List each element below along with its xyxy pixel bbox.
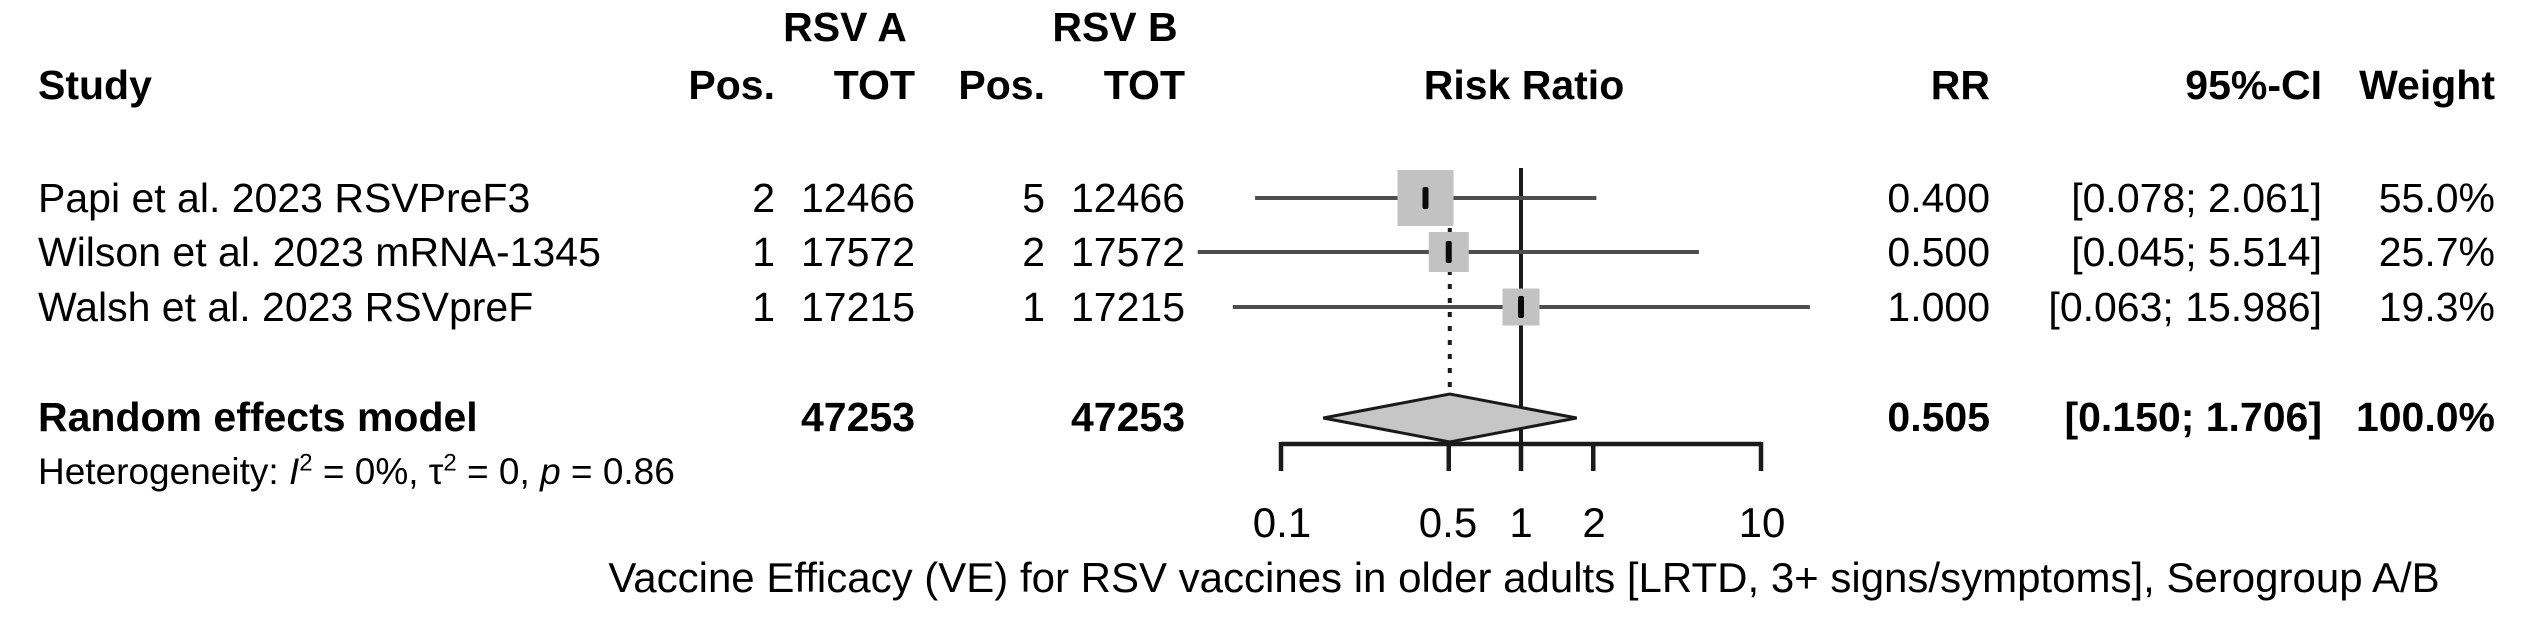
study-tot-b: 17572 (1070, 229, 1185, 275)
pooled-tot-a: 47253 (800, 394, 915, 440)
pooled-tot-b: 47253 (1070, 394, 1185, 440)
x-tick-label: 0.1 (1252, 499, 1312, 546)
column-header-risk-ratio: Risk Ratio (1423, 62, 1625, 108)
study-weight: 55.0% (2378, 175, 2495, 221)
pooled-name: Random effects model (38, 394, 478, 440)
pooled-rr: 0.505 (1887, 394, 1990, 440)
study-pos-a: 1 (752, 284, 775, 330)
study-tot-b: 12466 (1070, 175, 1185, 221)
study-name: Walsh et al. 2023 RSVpreF (38, 284, 534, 330)
study-name: Papi et al. 2023 RSVPreF3 (38, 175, 531, 221)
column-header-tot-b: TOT (1103, 62, 1185, 108)
figure-caption: Vaccine Efficacy (VE) for RSV vaccines i… (608, 554, 2440, 601)
study-pos-b: 2 (1022, 229, 1045, 275)
tau-symbol: τ (428, 451, 444, 492)
column-header-weight: Weight (2359, 62, 2495, 108)
study-ci: [0.045; 5.514] (2071, 229, 2322, 275)
p-symbol: p (540, 451, 561, 492)
column-header-tot-a: TOT (833, 62, 915, 108)
column-header-rr: RR (1930, 62, 1990, 108)
study-weight: 19.3% (2378, 284, 2495, 330)
study-tot-a: 17215 (800, 284, 915, 330)
study-tot-a: 12466 (800, 175, 915, 221)
study-name: Wilson et al. 2023 mRNA-1345 (38, 229, 601, 275)
column-group-rsv-b: RSV B (1052, 4, 1178, 50)
pooled-weight: 100.0% (2355, 394, 2495, 440)
study-rr: 0.400 (1887, 175, 1990, 221)
study-tot-b: 17215 (1070, 284, 1185, 330)
column-group-rsv-a: RSV A (783, 4, 907, 50)
heterogeneity-note: Heterogeneity: I2 = 0%, τ2 = 0, p = 0.86 (38, 449, 675, 492)
x-tick-label: 1 (1509, 499, 1533, 546)
study-weight: 25.7% (2378, 229, 2495, 275)
study-pos-b: 5 (1022, 175, 1045, 221)
x-tick-label: 10 (1738, 499, 1786, 546)
study-rr: 1.000 (1887, 284, 1990, 330)
column-header-pos-a: Pos. (688, 62, 775, 108)
pooled-ci: [0.150; 1.706] (2064, 394, 2322, 440)
study-pos-b: 1 (1022, 284, 1045, 330)
column-header-pos-b: Pos. (958, 62, 1045, 108)
study-tot-a: 17572 (800, 229, 915, 275)
study-pos-a: 2 (752, 175, 775, 221)
i-squared-symbol: I (288, 451, 300, 492)
column-header-study: Study (38, 62, 152, 108)
study-ci: [0.078; 2.061] (2071, 175, 2322, 221)
study-pos-a: 1 (752, 229, 775, 275)
study-rr: 0.500 (1887, 229, 1990, 275)
column-header-ci: 95%-CI (2185, 62, 2322, 108)
x-tick-label: 2 (1582, 499, 1606, 546)
x-tick-label: 0.5 (1418, 499, 1478, 546)
study-ci: [0.063; 15.986] (2048, 284, 2322, 330)
